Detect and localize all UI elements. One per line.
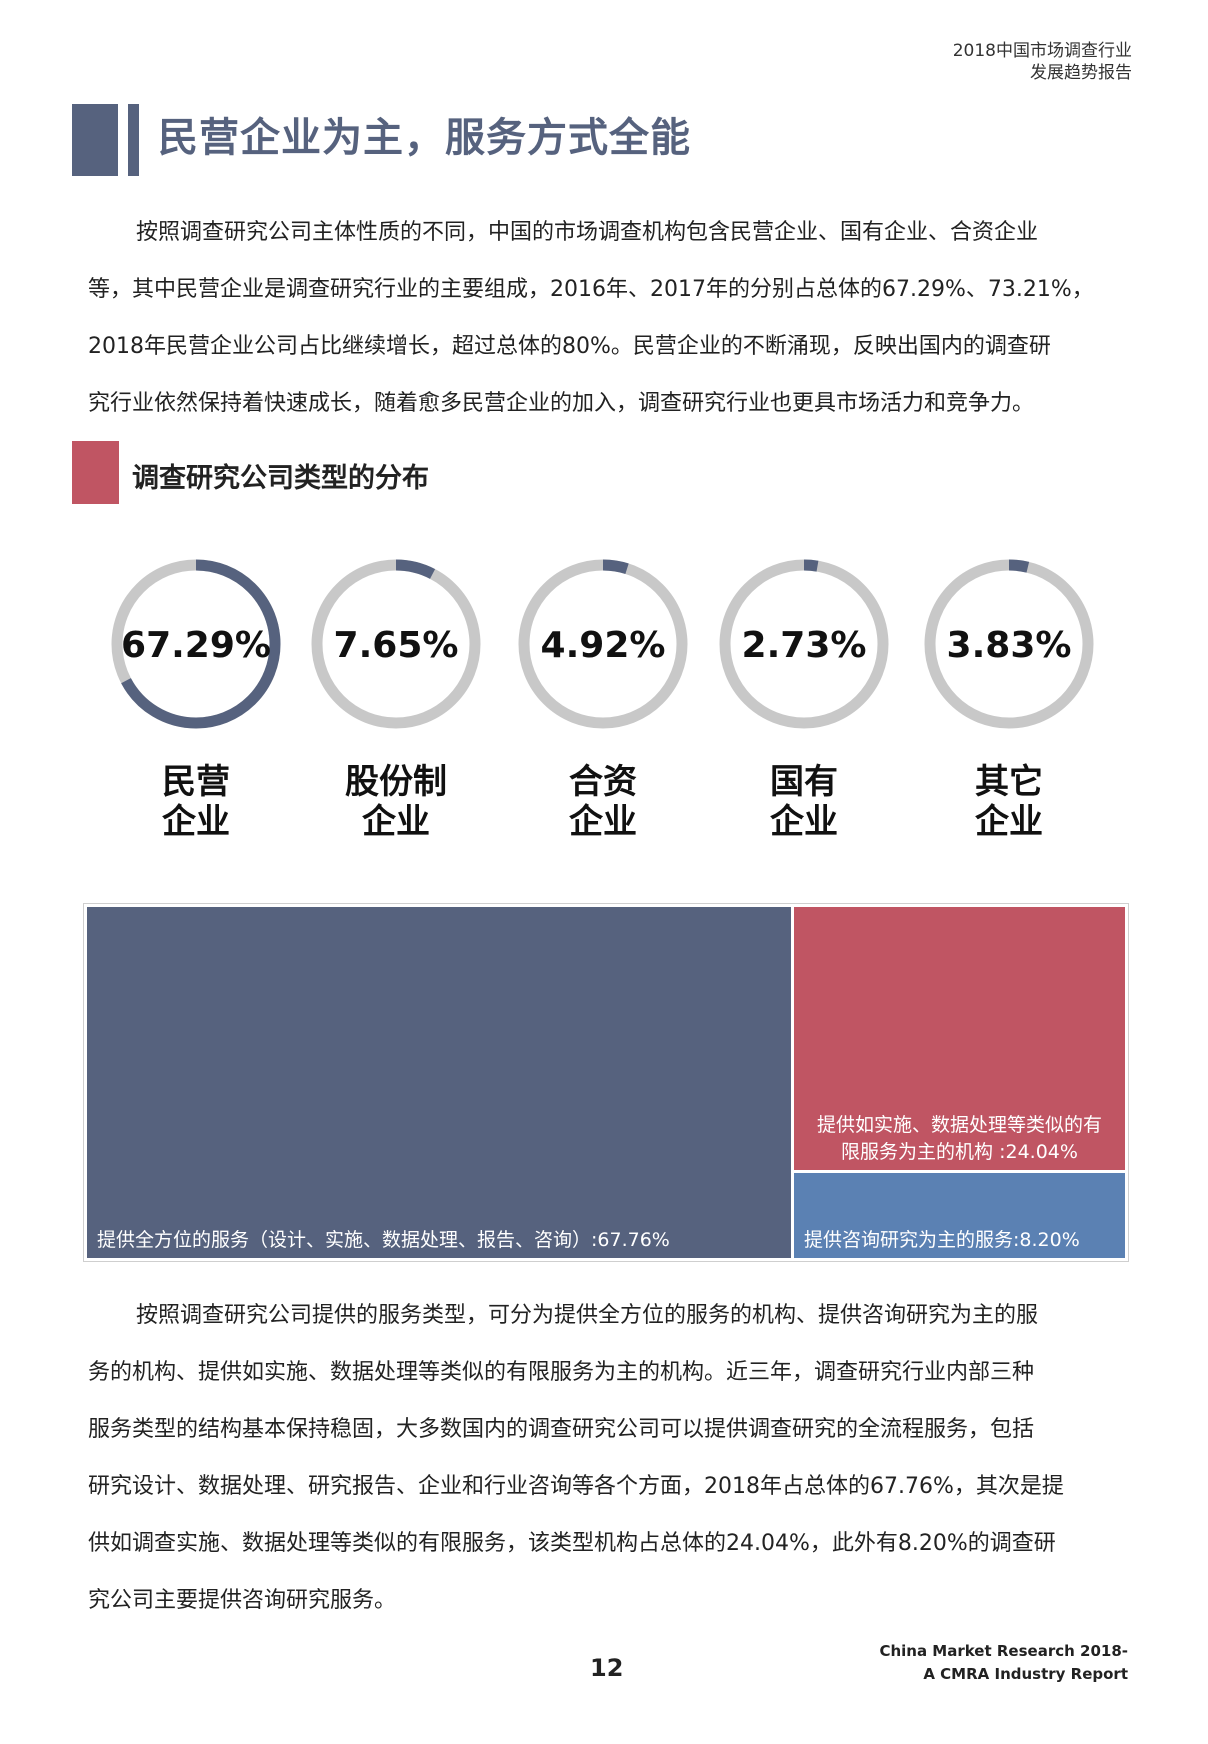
report-header: 2018中国市场调查行业 发展趋势报告 xyxy=(953,40,1132,84)
service-paragraph: 按照调查研究公司提供的服务类型，可分为提供全方位的服务的机构、提供咨询研究为主的… xyxy=(88,1287,1128,1629)
report-footer: China Market Research 2018- A CMRA Indus… xyxy=(879,1640,1128,1686)
footer-line-1: China Market Research 2018- xyxy=(879,1642,1128,1660)
donut-value-label: 3.83% xyxy=(947,625,1072,666)
donut-segment xyxy=(719,559,889,729)
donut-value-label: 7.65% xyxy=(334,625,459,666)
page-number: 12 xyxy=(590,1654,624,1682)
donut-category-label: 合资 xyxy=(569,762,637,802)
donut-segment xyxy=(111,559,281,729)
chart-subheading: 调查研究公司类型的分布 xyxy=(132,463,429,494)
section-title: 民营企业为主，服务方式全能 xyxy=(158,115,691,161)
treemap-tile-label: 提供全方位的服务（设计、实施、数据处理、报告、咨询）:67.76% xyxy=(97,1227,670,1254)
treemap-tile-label: 提供如实施、数据处理等类似的有 限服务为主的机构 :24.04% xyxy=(794,1112,1125,1166)
header-line-1: 2018中国市场调查行业 xyxy=(952,41,1132,61)
donut-segment xyxy=(518,559,688,729)
paragraph-line: 等，其中民营企业是调查研究行业的主要组成，2016年、2017年的分别占总体的6… xyxy=(88,277,1094,302)
paragraph-line: 究公司主要提供咨询研究服务。 xyxy=(88,1588,397,1613)
donut-category-label: 国有 xyxy=(770,762,838,802)
header-line-2: 发展趋势报告 xyxy=(1030,63,1132,83)
donut-value-label: 2.73% xyxy=(742,625,867,666)
donut-value-label: 4.92% xyxy=(541,625,666,666)
donut-category-label: 其它 xyxy=(975,762,1043,802)
service-type-treemap: 提供全方位的服务（设计、实施、数据处理、报告、咨询）:67.76% 提供如实施、数… xyxy=(83,903,1129,1262)
treemap-tile-label: 提供咨询研究为主的服务:8.20% xyxy=(804,1227,1080,1254)
donut-category-label: 企业 xyxy=(770,802,838,842)
treemap-tile: 提供如实施、数据处理等类似的有 限服务为主的机构 :24.04% xyxy=(794,907,1125,1170)
paragraph-line: 按照调查研究公司主体性质的不同，中国的市场调查机构包含民营企业、国有企业、合资企… xyxy=(136,220,1039,245)
donut-category-label: 民营 xyxy=(162,762,230,802)
paragraph-line: 研究设计、数据处理、研究报告、企业和行业咨询等各个方面，2018年占总体的67.… xyxy=(88,1474,1064,1499)
donut-category-label: 股份制 xyxy=(345,762,447,802)
treemap-tile: 提供咨询研究为主的服务:8.20% xyxy=(794,1173,1125,1258)
donut-segment xyxy=(924,559,1094,729)
company-type-donut-charts: 67.29%民营企业7.65%股份制企业4.92%合资企业2.73%国有企业3.… xyxy=(111,559,1094,842)
donut-segment xyxy=(311,559,481,729)
treemap-tile: 提供全方位的服务（设计、实施、数据处理、报告、咨询）:67.76% xyxy=(87,907,791,1258)
donut-value-label: 67.29% xyxy=(121,625,271,666)
donut-category-label: 企业 xyxy=(975,802,1043,842)
treemap-label-line: 提供如实施、数据处理等类似的有 xyxy=(816,1114,1102,1136)
donut-category-label: 企业 xyxy=(362,802,430,842)
paragraph-line: 2018年民营企业公司占比继续增长，超过总体的80%。民营企业的不断涌现，反映出… xyxy=(88,334,1051,359)
title-accent-stripe xyxy=(128,104,139,176)
paragraph-line: 服务类型的结构基本保持稳固，大多数国内的调查研究公司可以提供调查研究的全流程服务… xyxy=(88,1417,1035,1442)
treemap-label-line: 提供全方位的服务（设计、实施、数据处理、报告、咨询）:67.76% xyxy=(97,1229,670,1251)
treemap-label-line: 限服务为主的机构 :24.04% xyxy=(841,1141,1078,1163)
subheading-marker xyxy=(72,441,119,504)
footer-line-2: A CMRA Industry Report xyxy=(923,1665,1128,1683)
donut-category-label: 企业 xyxy=(162,802,230,842)
intro-paragraph: 按照调查研究公司主体性质的不同，中国的市场调查机构包含民营企业、国有企业、合资企… xyxy=(88,204,1128,432)
treemap-label-line: 提供咨询研究为主的服务:8.20% xyxy=(804,1229,1080,1251)
paragraph-line: 务的机构、提供如实施、数据处理等类似的有限服务为主的机构。近三年，调查研究行业内… xyxy=(88,1360,1035,1385)
paragraph-line: 究行业依然保持着快速成长，随着愈多民营企业的加入，调查研究行业也更具市场活力和竞… xyxy=(88,391,1035,416)
title-accent-block xyxy=(72,104,118,176)
donut-category-label: 企业 xyxy=(569,802,637,842)
paragraph-line: 按照调查研究公司提供的服务类型，可分为提供全方位的服务的机构、提供咨询研究为主的… xyxy=(136,1303,1039,1328)
paragraph-line: 供如调查实施、数据处理等类似的有限服务，该类型机构占总体的24.04%，此外有8… xyxy=(88,1531,1056,1556)
